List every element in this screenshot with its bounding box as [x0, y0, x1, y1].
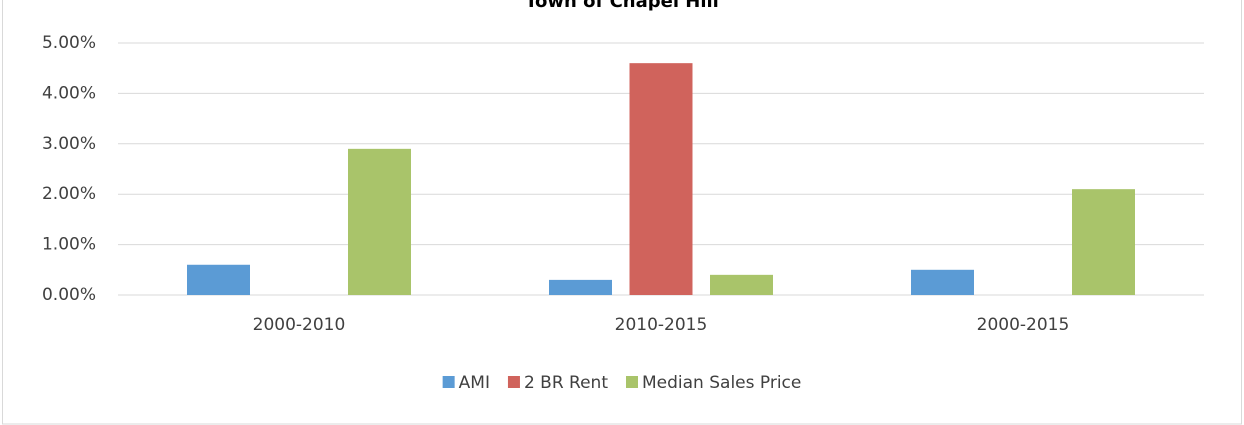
- bar: [1072, 189, 1135, 295]
- bar: [549, 279, 612, 295]
- bar: [629, 63, 693, 295]
- bar: [187, 264, 250, 295]
- y-tick-label: 5.00%: [42, 33, 96, 53]
- bar: [348, 148, 411, 295]
- legend-label: Median Sales Price: [642, 373, 801, 393]
- x-tick-label: 2000-2015: [977, 315, 1070, 335]
- y-tick-label: 3.00%: [42, 134, 96, 154]
- y-tick-label: 4.00%: [42, 83, 96, 103]
- y-tick-label: 1.00%: [42, 235, 96, 255]
- legend-label: AMI: [459, 373, 490, 393]
- bar: [911, 269, 974, 295]
- legend-swatch: [442, 376, 455, 388]
- x-tick-label: 2010-2015: [615, 315, 708, 335]
- legend-label: 2 BR Rent: [524, 373, 608, 393]
- legend-swatch: [626, 376, 638, 388]
- y-tick-label: 0.00%: [42, 285, 96, 305]
- legend-swatch: [507, 376, 520, 388]
- x-tick-label: 2000-2010: [253, 315, 346, 335]
- y-tick-label: 2.00%: [42, 184, 96, 204]
- chart-title: Town of Chapel Hill: [525, 0, 719, 12]
- bar: [710, 274, 773, 295]
